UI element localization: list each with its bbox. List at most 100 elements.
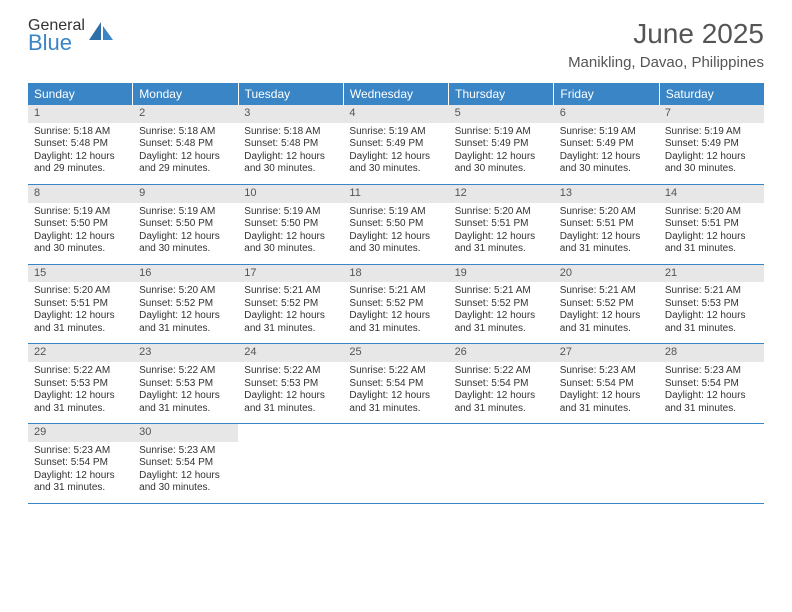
sunset-line: Sunset: 5:53 PM [34,378,127,391]
day-body: Sunrise: 5:18 AMSunset: 5:48 PMDaylight:… [133,123,238,184]
day-body: Sunrise: 5:20 AMSunset: 5:51 PMDaylight:… [28,282,133,343]
day-body: Sunrise: 5:22 AMSunset: 5:53 PMDaylight:… [238,362,343,423]
day-cell: 23Sunrise: 5:22 AMSunset: 5:53 PMDayligh… [133,344,238,423]
sunrise-line: Sunrise: 5:21 AM [665,285,758,298]
sunrise-line: Sunrise: 5:19 AM [349,126,442,139]
day-cell: 15Sunrise: 5:20 AMSunset: 5:51 PMDayligh… [28,265,133,344]
sunset-line: Sunset: 5:53 PM [665,298,758,311]
sunrise-line: Sunrise: 5:19 AM [34,206,127,219]
sunset-line: Sunset: 5:50 PM [349,218,442,231]
daylight-line: Daylight: 12 hours and 31 minutes. [349,390,442,415]
day-number: 6 [554,105,659,123]
day-body: Sunrise: 5:19 AMSunset: 5:50 PMDaylight:… [343,203,448,264]
sunrise-line: Sunrise: 5:19 AM [139,206,232,219]
sunset-line: Sunset: 5:51 PM [665,218,758,231]
day-cell: 6Sunrise: 5:19 AMSunset: 5:49 PMDaylight… [554,105,659,184]
sunrise-line: Sunrise: 5:23 AM [139,445,232,458]
day-cell: 27Sunrise: 5:23 AMSunset: 5:54 PMDayligh… [554,344,659,423]
day-number: 27 [554,344,659,362]
sunset-line: Sunset: 5:50 PM [244,218,337,231]
day-cell [449,424,554,503]
day-number: 23 [133,344,238,362]
daylight-line: Daylight: 12 hours and 31 minutes. [455,310,548,335]
sunrise-line: Sunrise: 5:21 AM [455,285,548,298]
daylight-line: Daylight: 12 hours and 31 minutes. [665,390,758,415]
day-cell: 14Sunrise: 5:20 AMSunset: 5:51 PMDayligh… [659,185,764,264]
day-body: Sunrise: 5:21 AMSunset: 5:52 PMDaylight:… [343,282,448,343]
daylight-line: Daylight: 12 hours and 31 minutes. [34,390,127,415]
sunrise-line: Sunrise: 5:22 AM [349,365,442,378]
daylight-line: Daylight: 12 hours and 31 minutes. [665,231,758,256]
day-cell: 24Sunrise: 5:22 AMSunset: 5:53 PMDayligh… [238,344,343,423]
daylight-line: Daylight: 12 hours and 31 minutes. [455,231,548,256]
dow-header-cell: Saturday [660,83,764,105]
day-number: 13 [554,185,659,203]
day-body: Sunrise: 5:18 AMSunset: 5:48 PMDaylight:… [238,123,343,184]
daylight-line: Daylight: 12 hours and 31 minutes. [455,390,548,415]
day-number: 25 [343,344,448,362]
daylight-line: Daylight: 12 hours and 31 minutes. [34,310,127,335]
day-body: Sunrise: 5:18 AMSunset: 5:48 PMDaylight:… [28,123,133,184]
dow-header-cell: Friday [554,83,659,105]
daylight-line: Daylight: 12 hours and 31 minutes. [560,390,653,415]
sunrise-line: Sunrise: 5:19 AM [665,126,758,139]
day-cell [343,424,448,503]
page-header: General Blue June 2025 Manikling, Davao,… [0,0,792,75]
day-body: Sunrise: 5:19 AMSunset: 5:49 PMDaylight:… [343,123,448,184]
sunrise-line: Sunrise: 5:19 AM [349,206,442,219]
daylight-line: Daylight: 12 hours and 30 minutes. [139,231,232,256]
day-body: Sunrise: 5:21 AMSunset: 5:52 PMDaylight:… [554,282,659,343]
logo-text-blue: Blue [28,32,85,54]
day-number: 16 [133,265,238,283]
day-number: 30 [133,424,238,442]
dow-header-cell: Thursday [449,83,554,105]
day-cell: 20Sunrise: 5:21 AMSunset: 5:52 PMDayligh… [554,265,659,344]
daylight-line: Daylight: 12 hours and 29 minutes. [34,151,127,176]
sunset-line: Sunset: 5:54 PM [560,378,653,391]
day-cell: 17Sunrise: 5:21 AMSunset: 5:52 PMDayligh… [238,265,343,344]
dow-header-cell: Wednesday [344,83,449,105]
day-cell: 11Sunrise: 5:19 AMSunset: 5:50 PMDayligh… [343,185,448,264]
daylight-line: Daylight: 12 hours and 30 minutes. [560,151,653,176]
sunset-line: Sunset: 5:52 PM [244,298,337,311]
day-cell [659,424,764,503]
daylight-line: Daylight: 12 hours and 31 minutes. [665,310,758,335]
day-number: 10 [238,185,343,203]
sunrise-line: Sunrise: 5:18 AM [34,126,127,139]
dow-header-cell: Sunday [28,83,133,105]
sunrise-line: Sunrise: 5:22 AM [455,365,548,378]
sunrise-line: Sunrise: 5:18 AM [139,126,232,139]
day-body: Sunrise: 5:23 AMSunset: 5:54 PMDaylight:… [554,362,659,423]
calendar-table: SundayMondayTuesdayWednesdayThursdayFrid… [28,83,764,504]
day-cell: 25Sunrise: 5:22 AMSunset: 5:54 PMDayligh… [343,344,448,423]
sunset-line: Sunset: 5:50 PM [34,218,127,231]
day-body: Sunrise: 5:23 AMSunset: 5:54 PMDaylight:… [133,442,238,503]
sunrise-line: Sunrise: 5:21 AM [349,285,442,298]
day-number: 26 [449,344,554,362]
day-number: 24 [238,344,343,362]
sunset-line: Sunset: 5:49 PM [560,138,653,151]
day-cell: 22Sunrise: 5:22 AMSunset: 5:53 PMDayligh… [28,344,133,423]
day-number: 20 [554,265,659,283]
sunset-line: Sunset: 5:51 PM [455,218,548,231]
day-cell: 7Sunrise: 5:19 AMSunset: 5:49 PMDaylight… [659,105,764,184]
day-cell: 30Sunrise: 5:23 AMSunset: 5:54 PMDayligh… [133,424,238,503]
sunset-line: Sunset: 5:49 PM [349,138,442,151]
day-cell: 18Sunrise: 5:21 AMSunset: 5:52 PMDayligh… [343,265,448,344]
day-number: 21 [659,265,764,283]
daylight-line: Daylight: 12 hours and 30 minutes. [349,231,442,256]
sunset-line: Sunset: 5:52 PM [560,298,653,311]
day-cell: 29Sunrise: 5:23 AMSunset: 5:54 PMDayligh… [28,424,133,503]
daylight-line: Daylight: 12 hours and 30 minutes. [244,151,337,176]
day-cell: 16Sunrise: 5:20 AMSunset: 5:52 PMDayligh… [133,265,238,344]
day-number: 12 [449,185,554,203]
sunrise-line: Sunrise: 5:20 AM [560,206,653,219]
daylight-line: Daylight: 12 hours and 30 minutes. [349,151,442,176]
daylight-line: Daylight: 12 hours and 31 minutes. [139,390,232,415]
day-body: Sunrise: 5:20 AMSunset: 5:51 PMDaylight:… [659,203,764,264]
day-cell: 8Sunrise: 5:19 AMSunset: 5:50 PMDaylight… [28,185,133,264]
dow-header-cell: Tuesday [239,83,344,105]
day-number: 9 [133,185,238,203]
day-number: 29 [28,424,133,442]
sunset-line: Sunset: 5:52 PM [349,298,442,311]
